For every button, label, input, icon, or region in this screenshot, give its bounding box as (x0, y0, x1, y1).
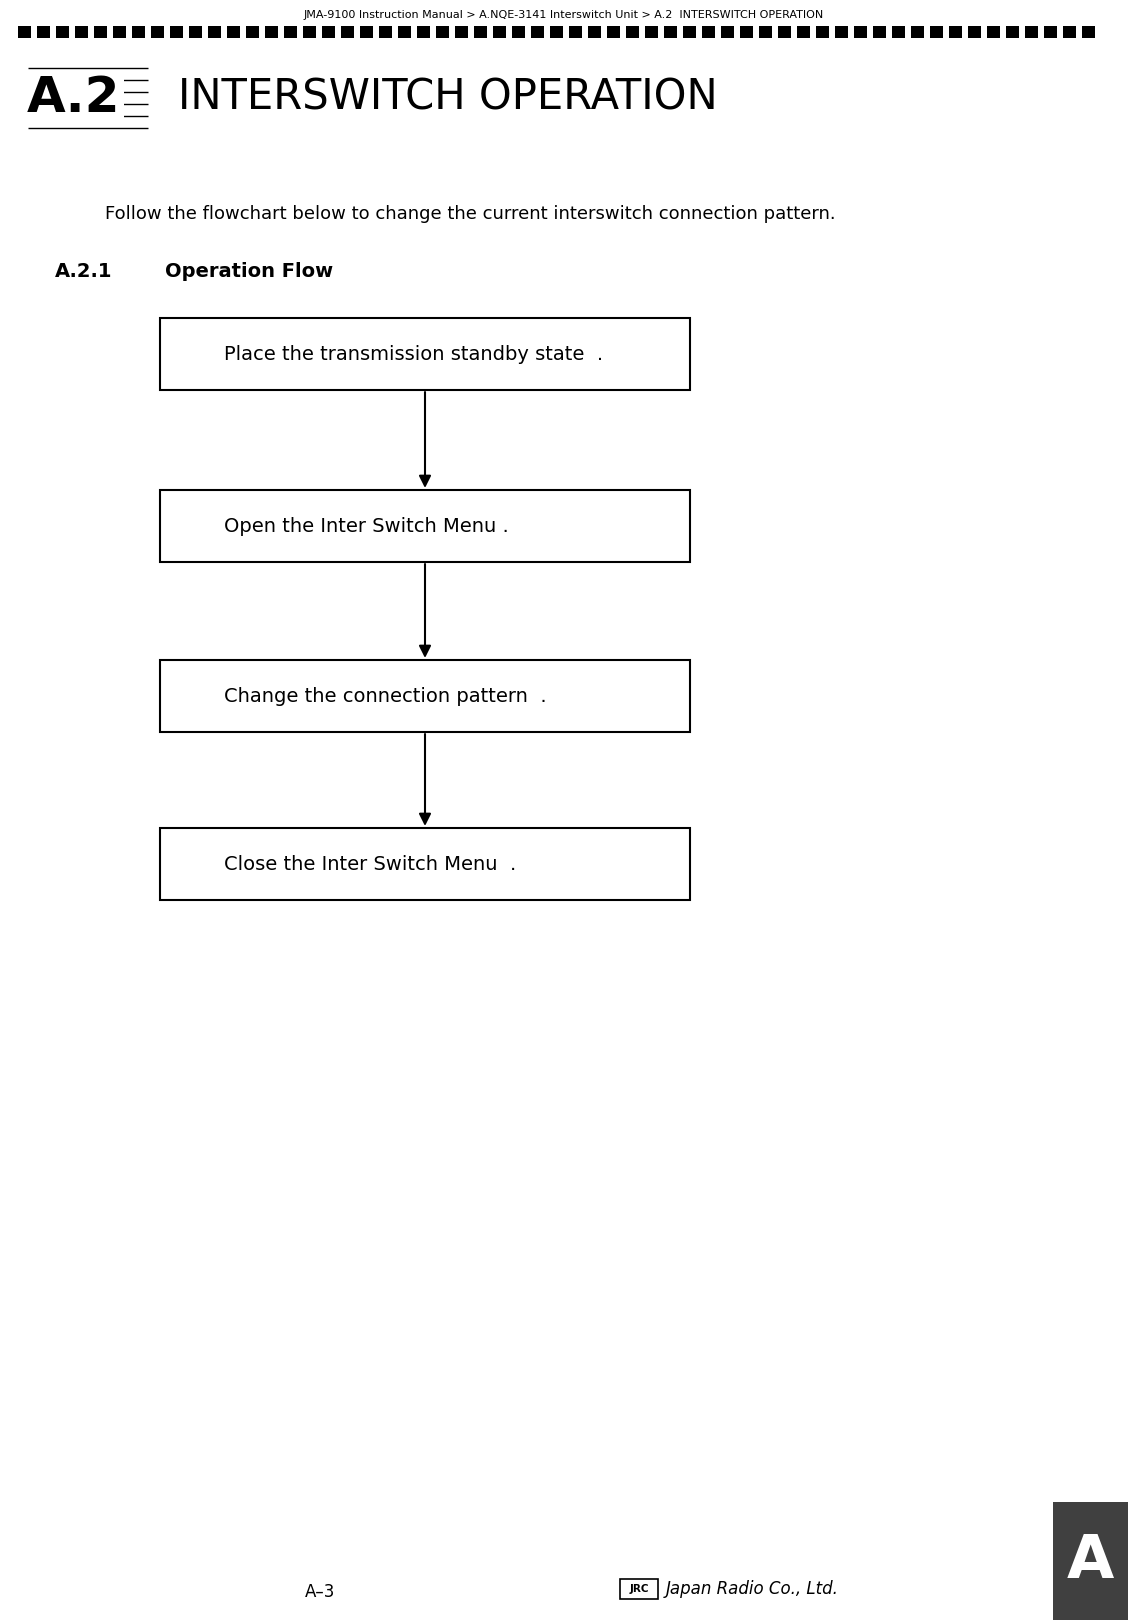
Text: A–3: A–3 (305, 1583, 335, 1601)
Text: Follow the flowchart below to change the current interswitch connection pattern.: Follow the flowchart below to change the… (105, 206, 836, 224)
Bar (190, 26, 202, 37)
Bar (94, 26, 107, 37)
Bar (160, 828, 690, 901)
Bar (1054, 1502, 1128, 1620)
Text: Place the transmission standby state  .: Place the transmission standby state . (223, 345, 602, 363)
Bar (702, 26, 715, 37)
Bar (968, 26, 981, 37)
Bar (160, 659, 690, 732)
Text: JMA-9100 Instruction Manual > A.NQE-3141 Interswitch Unit > A.2  INTERSWITCH OPE: JMA-9100 Instruction Manual > A.NQE-3141… (303, 10, 825, 19)
Bar (37, 26, 50, 37)
Bar (1063, 26, 1076, 37)
Bar (208, 26, 221, 37)
Bar (74, 26, 88, 37)
Bar (151, 26, 164, 37)
Bar (493, 26, 506, 37)
Text: A.2.1: A.2.1 (55, 262, 113, 280)
Bar (113, 26, 126, 37)
Bar (341, 26, 354, 37)
Bar (759, 26, 772, 37)
Bar (949, 26, 962, 37)
Bar (682, 26, 696, 37)
Bar (379, 26, 393, 37)
Bar (170, 26, 183, 37)
Bar (721, 26, 734, 37)
Bar (607, 26, 620, 37)
Bar (437, 26, 449, 37)
Bar (265, 26, 277, 37)
Bar (417, 26, 430, 37)
Bar (512, 26, 525, 37)
Text: Japan Radio Co., Ltd.: Japan Radio Co., Ltd. (666, 1580, 839, 1597)
Bar (303, 26, 316, 37)
Bar (132, 26, 146, 37)
Bar (740, 26, 754, 37)
Bar (892, 26, 905, 37)
Bar (284, 26, 297, 37)
Bar (550, 26, 563, 37)
Bar (1082, 26, 1095, 37)
Text: Open the Inter Switch Menu .: Open the Inter Switch Menu . (223, 517, 509, 536)
Text: JRC: JRC (629, 1584, 649, 1594)
Bar (929, 26, 943, 37)
Bar (854, 26, 867, 37)
Bar (645, 26, 658, 37)
Bar (321, 26, 335, 37)
Text: INTERSWITCH OPERATION: INTERSWITCH OPERATION (178, 78, 717, 118)
Bar (1045, 26, 1057, 37)
Text: Operation Flow: Operation Flow (165, 262, 333, 280)
Text: Change the connection pattern  .: Change the connection pattern . (223, 687, 546, 705)
Bar (911, 26, 924, 37)
Bar (588, 26, 601, 37)
Text: A: A (1067, 1531, 1114, 1591)
Bar (531, 26, 544, 37)
Bar (398, 26, 411, 37)
Bar (797, 26, 810, 37)
Bar (620, 1580, 658, 1599)
Bar (569, 26, 582, 37)
Bar (1006, 26, 1019, 37)
Bar (987, 26, 1001, 37)
Text: Close the Inter Switch Menu  .: Close the Inter Switch Menu . (223, 854, 515, 873)
Bar (227, 26, 240, 37)
Bar (778, 26, 791, 37)
Bar (56, 26, 69, 37)
Bar (664, 26, 677, 37)
Bar (160, 489, 690, 562)
Bar (816, 26, 829, 37)
Bar (626, 26, 638, 37)
Bar (873, 26, 885, 37)
Bar (18, 26, 30, 37)
Bar (360, 26, 373, 37)
Bar (835, 26, 848, 37)
Bar (160, 318, 690, 390)
Bar (1025, 26, 1038, 37)
Bar (246, 26, 259, 37)
Bar (455, 26, 468, 37)
Bar (474, 26, 487, 37)
Text: A.2: A.2 (27, 75, 121, 122)
